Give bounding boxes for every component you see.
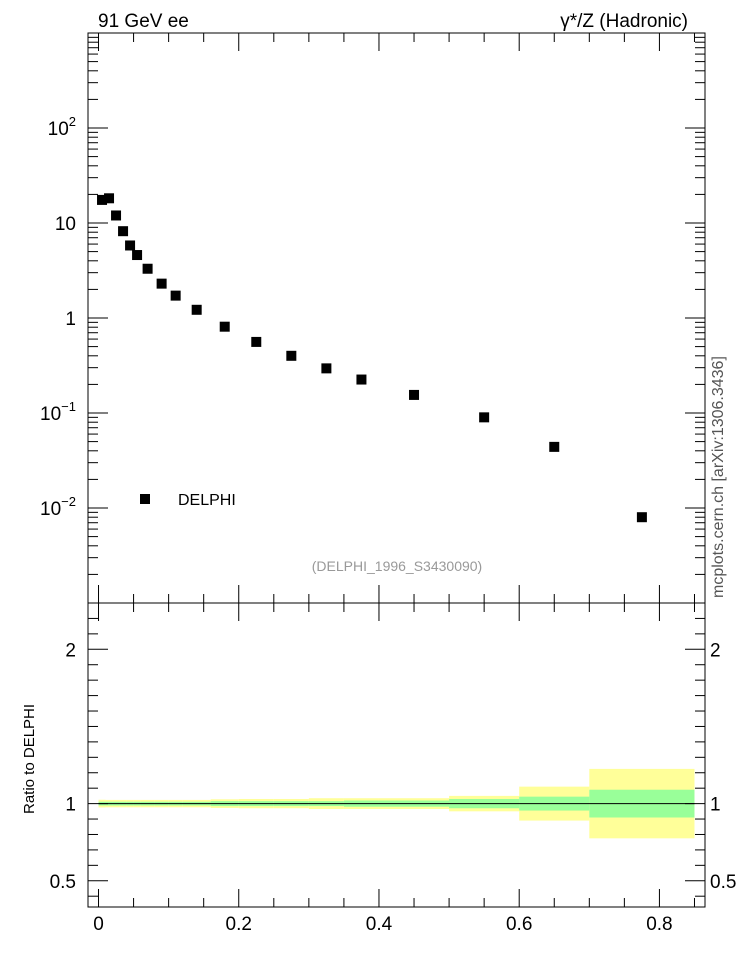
y-tick-label: 102: [48, 114, 76, 140]
main-frame: [87, 32, 706, 604]
left-title: 91 GeV ee: [98, 11, 189, 32]
legend-label: DELPHI: [178, 492, 236, 509]
legend-marker: [140, 494, 150, 504]
data-point: [142, 263, 153, 274]
data-point: [118, 226, 129, 237]
ratio-y-axis-label: Ratio to DELPHI: [21, 704, 38, 814]
right-title: γ*/Z (Hadronic): [560, 11, 688, 32]
data-point: [191, 304, 202, 315]
side-label: mcplots.cern.ch [arXiv:1306.3436]: [710, 356, 727, 598]
data-point: [636, 512, 647, 523]
data-point: [251, 336, 262, 347]
data-point: [356, 374, 367, 385]
data-point: [156, 278, 167, 289]
data-point: [132, 250, 143, 261]
ratio-y-tick-label-left: 2: [65, 640, 76, 661]
ratio-y-tick-label-right: 2: [710, 640, 721, 661]
x-tick-label: 0.8: [646, 914, 672, 935]
analysis-annotation: (DELPHI_1996_S3430090): [312, 558, 482, 574]
y-tick-label: 1: [65, 309, 76, 330]
data-point: [219, 321, 230, 332]
data-point: [111, 210, 122, 221]
ratio-y-tick-label-right: 1: [710, 795, 721, 816]
data-point: [104, 193, 115, 204]
data-point: [125, 240, 136, 251]
data-point: [170, 290, 181, 301]
data-point: [479, 412, 490, 423]
ratio-y-tick-label-left: 0.5: [50, 872, 76, 893]
x-tick-label: 0.4: [366, 914, 393, 935]
ratio-frame: [87, 602, 706, 908]
x-tick-label: 0: [93, 914, 104, 935]
data-point: [97, 194, 108, 205]
main-panel: 10−2 10−1 1 10 102 DELPHI (DELPHI_1996_S343009…: [40, 32, 706, 604]
ratio-y-tick-label-right: 0.5: [710, 872, 736, 893]
y-tick-label: 10−2: [40, 494, 76, 520]
ratio-y-tick-label-left: 1: [65, 795, 76, 816]
y-tick-label: 10−1: [40, 399, 76, 425]
data-point: [409, 389, 420, 400]
data-point: [321, 363, 332, 374]
x-tick-label: 0.6: [506, 914, 532, 935]
y-tick-label: 10: [55, 214, 76, 235]
data-point: [549, 441, 560, 452]
data-point: [286, 350, 297, 361]
ratio-panel: 0.5 0.5 1 1 2 2 0 0.2 0.4 0.6 0.8 Ratio to DELPHI: [21, 602, 736, 935]
x-tick-label: 0.2: [226, 914, 252, 935]
